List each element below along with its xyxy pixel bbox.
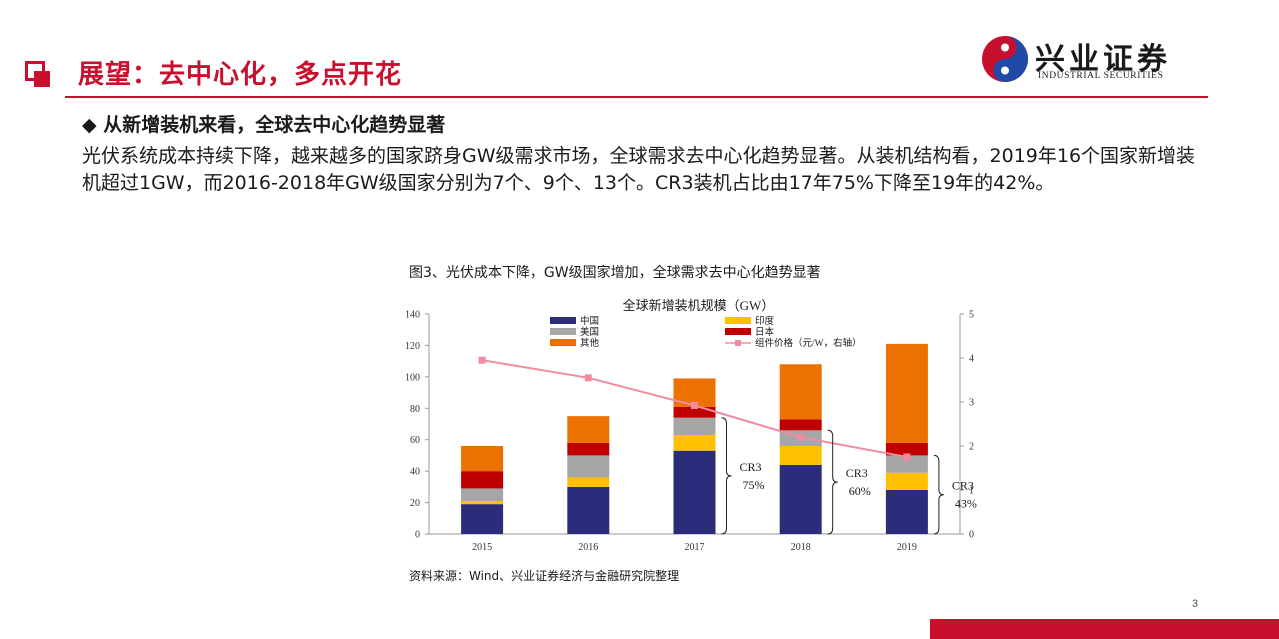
bar-日本-2016 bbox=[567, 442, 610, 456]
legend-label: 其他 bbox=[580, 337, 600, 349]
bar-美国-2016 bbox=[567, 455, 610, 478]
legend-swatch-其他 bbox=[550, 339, 576, 346]
bar-其他-2015 bbox=[461, 446, 504, 472]
body-paragraph: 光伏系统成本持续下降，越来越多的国家跻身GW级需求市场，全球需求去中心化趋势显著… bbox=[82, 145, 1196, 194]
page-title: 展望：去中心化，多点开花 bbox=[78, 60, 403, 90]
bar-日本-2018 bbox=[779, 419, 822, 431]
cr3-label-2019: CR3 bbox=[952, 479, 974, 493]
legend-label: 组件价格（元/W，右轴） bbox=[755, 337, 862, 349]
y-tick-label: 20 bbox=[410, 498, 420, 509]
bar-美国-2017 bbox=[673, 417, 716, 435]
y2-tick-label: 1 bbox=[969, 486, 974, 497]
title-marker-icon bbox=[25, 61, 55, 91]
chart-title: 全球新增装机规模（GW） bbox=[623, 298, 775, 313]
legend-label: 印度 bbox=[755, 315, 775, 327]
bar-印度-2015 bbox=[461, 501, 504, 505]
bar-日本-2019 bbox=[885, 442, 928, 456]
y2-tick-label: 2 bbox=[969, 442, 974, 453]
legend-line-marker bbox=[735, 340, 741, 346]
bar-日本-2017 bbox=[673, 406, 716, 418]
legend-label: 日本 bbox=[755, 326, 775, 338]
x-tick-label: 2015 bbox=[472, 542, 492, 553]
bar-中国-2018 bbox=[779, 464, 822, 534]
page-number: 3 bbox=[1192, 598, 1199, 610]
y-tick-label: 120 bbox=[405, 341, 420, 352]
cr3-value-2017: 75% bbox=[743, 478, 765, 492]
price-point-2017 bbox=[691, 402, 698, 410]
y-tick-label: 100 bbox=[405, 372, 420, 383]
cr3-value-2018: 60% bbox=[849, 484, 871, 498]
bar-其他-2016 bbox=[567, 416, 610, 443]
y-tick-label: 140 bbox=[405, 310, 420, 321]
cr3-brace-2018 bbox=[827, 429, 838, 535]
price-point-2015 bbox=[478, 356, 486, 364]
cr3-value-2019: 43% bbox=[955, 497, 977, 511]
logo-subtext: INDUSTRIAL SECURITIES bbox=[1038, 71, 1164, 81]
cr3-brace-2019 bbox=[933, 454, 944, 535]
legend-swatch-中国 bbox=[550, 317, 576, 324]
bar-其他-2019 bbox=[885, 343, 928, 443]
bar-日本-2015 bbox=[461, 471, 504, 489]
bar-中国-2015 bbox=[461, 504, 504, 534]
bar-印度-2017 bbox=[673, 435, 716, 451]
y-tick-label: 60 bbox=[410, 435, 420, 446]
installation-chart: 全球新增装机规模（GW） 0 20 40 60 80 100 120 140 0 1 2 3 4 5 2015… bbox=[405, 298, 977, 553]
y2-tick-label: 4 bbox=[969, 354, 974, 365]
legend-swatch-日本 bbox=[725, 328, 751, 335]
footer-bar bbox=[930, 619, 1279, 639]
legend-label: 中国 bbox=[580, 315, 599, 327]
legend-swatch-美国 bbox=[550, 328, 576, 335]
y-tick-label: 80 bbox=[410, 404, 420, 415]
y2-tick-label: 5 bbox=[969, 310, 974, 321]
cr3-label-2017: CR3 bbox=[740, 460, 762, 474]
y2-tick-label: 0 bbox=[969, 530, 974, 541]
x-tick-label: 2019 bbox=[897, 542, 917, 553]
bullet-heading: ◆ 从新增装机来看，全球去中心化趋势显著 bbox=[82, 114, 446, 136]
y2-tick-label: 3 bbox=[969, 398, 974, 409]
company-logo: 兴业证券 INDUSTRIAL SECURITIES bbox=[980, 34, 1205, 86]
cr3-label-2018: CR3 bbox=[846, 466, 868, 480]
y-tick-label: 0 bbox=[415, 530, 420, 541]
price-point-2019 bbox=[903, 453, 911, 461]
logo-text: 兴业证券 bbox=[1035, 42, 1171, 77]
bar-美国-2019 bbox=[885, 455, 928, 473]
bar-其他-2018 bbox=[779, 364, 822, 420]
legend-swatch-印度 bbox=[725, 317, 751, 324]
bar-中国-2019 bbox=[885, 490, 928, 534]
cr3-brace-2017 bbox=[721, 417, 732, 535]
y-tick-label: 40 bbox=[410, 467, 420, 478]
price-point-2016 bbox=[584, 374, 592, 382]
bar-印度-2018 bbox=[779, 446, 822, 465]
bar-印度-2019 bbox=[885, 472, 928, 490]
figure-source: 资料来源：Wind、兴业证券经济与金融研究院整理 bbox=[409, 569, 680, 583]
legend-label: 美国 bbox=[580, 326, 599, 338]
bar-中国-2017 bbox=[673, 450, 716, 534]
bar-中国-2016 bbox=[567, 486, 610, 534]
price-point-2018 bbox=[797, 433, 805, 441]
bar-印度-2016 bbox=[567, 477, 610, 487]
bar-美国-2015 bbox=[461, 488, 504, 501]
figure-caption: 图3、光伏成本下降，GW级国家增加，全球需求去中心化趋势显著 bbox=[409, 265, 821, 281]
x-tick-label: 2016 bbox=[578, 542, 598, 553]
logo-emblem-icon bbox=[982, 36, 1028, 82]
x-tick-label: 2018 bbox=[791, 542, 811, 553]
x-tick-label: 2017 bbox=[685, 542, 705, 553]
title-divider bbox=[65, 96, 1208, 98]
